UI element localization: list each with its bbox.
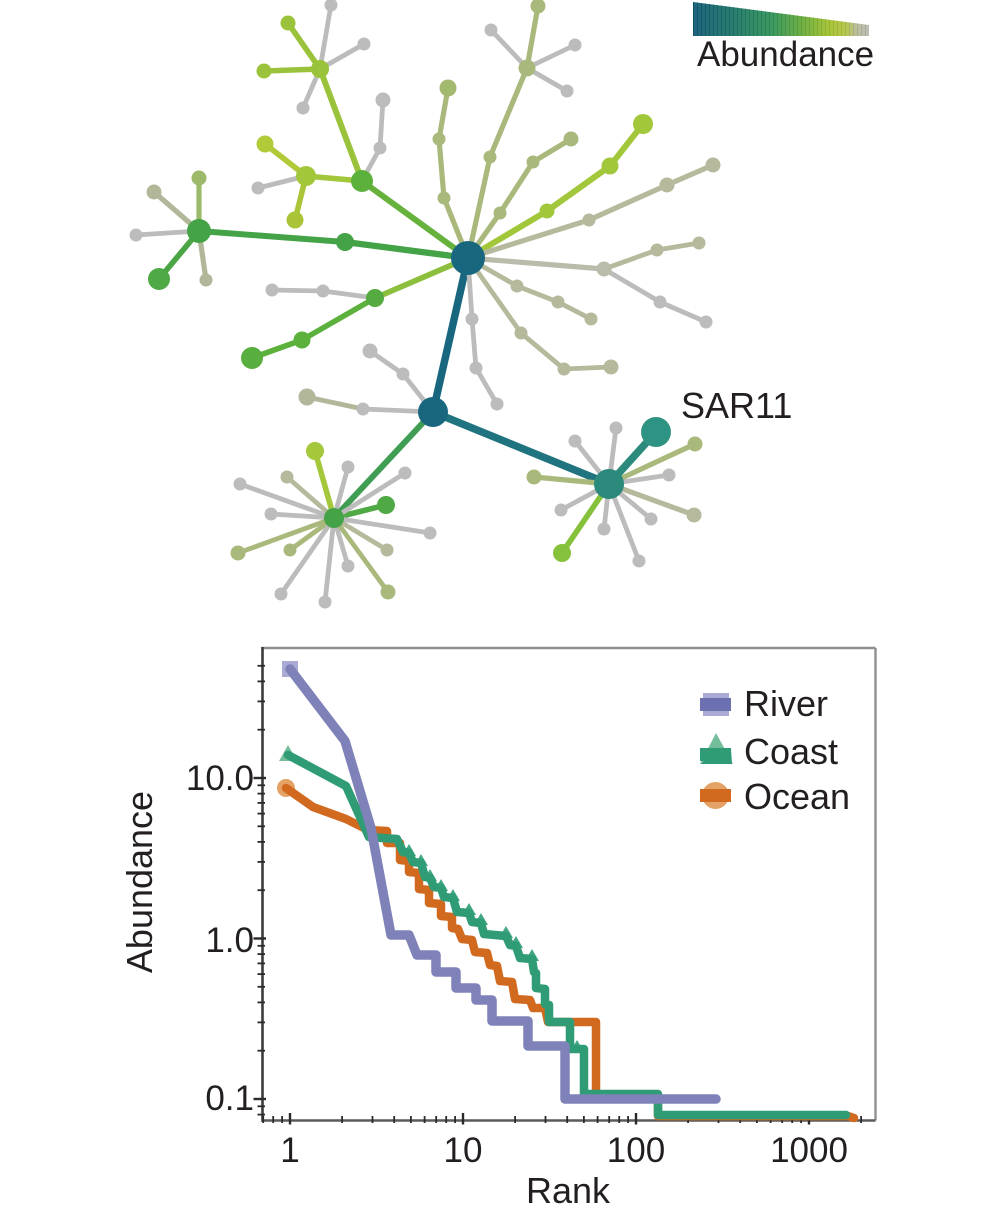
svg-text:Ocean: Ocean — [744, 776, 850, 817]
svg-text:10: 10 — [444, 1131, 483, 1170]
svg-text:0.1: 0.1 — [205, 1079, 254, 1118]
svg-text:10.0: 10.0 — [186, 759, 254, 798]
svg-text:100: 100 — [607, 1131, 665, 1170]
svg-text:1000: 1000 — [770, 1131, 848, 1170]
svg-text:1.0: 1.0 — [205, 921, 254, 960]
svg-text:1: 1 — [280, 1131, 299, 1170]
svg-text:River: River — [744, 683, 828, 724]
svg-text:Abundance: Abundance — [697, 35, 874, 74]
svg-text:Abundance: Abundance — [119, 791, 160, 973]
svg-text:Rank: Rank — [526, 1170, 611, 1211]
svg-text:Coast: Coast — [744, 731, 838, 772]
svg-text:SAR11: SAR11 — [681, 385, 792, 426]
